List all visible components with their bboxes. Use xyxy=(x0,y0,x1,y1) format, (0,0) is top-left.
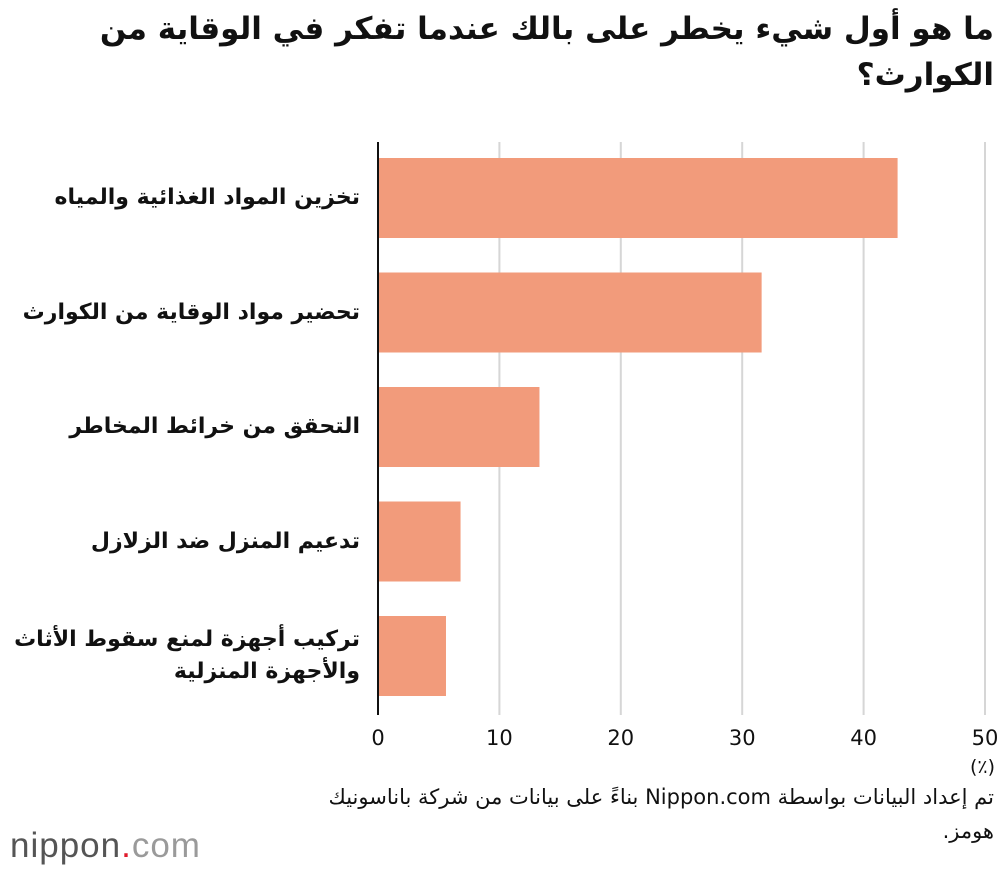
source-note: تم إعداد البيانات بواسطة Nippon.com بناء… xyxy=(328,785,995,843)
logo-name: nippon xyxy=(10,826,122,865)
x-axis-unit: (٪) xyxy=(970,756,996,778)
category-label: تركيب أجهزة لمنع سقوط الأثاث والأجهزة ال… xyxy=(14,627,360,684)
x-tick-label: 40 xyxy=(850,726,877,750)
x-tick-label: 50 xyxy=(972,726,999,750)
bar xyxy=(378,387,540,467)
bar xyxy=(378,272,762,353)
x-tick-label: 10 xyxy=(486,726,513,750)
logo-suffix: com xyxy=(131,826,201,865)
category-label: التحقق من خرائط المخاطر xyxy=(69,414,360,439)
x-tick-label: 20 xyxy=(607,726,634,750)
category-label: تحضير مواد الوقاية من الكوارث xyxy=(22,299,360,325)
bars xyxy=(378,158,898,696)
bar xyxy=(378,501,461,582)
bar xyxy=(378,616,446,696)
chart-title: ما هو أول شيء يخطر على بالك عندما تفكر ف… xyxy=(99,11,994,93)
x-tick-label: 0 xyxy=(371,726,384,750)
tick-labels: 0 10 20 30 40 50 xyxy=(371,726,998,750)
category-label: تخزين المواد الغذائية والمياه xyxy=(54,185,360,210)
x-tick-label: 30 xyxy=(729,726,756,750)
bar xyxy=(378,158,898,238)
category-label: تدعيم المنزل ضد الزلازل xyxy=(90,528,360,554)
logo-dot: . xyxy=(121,826,132,865)
nippon-logo: nippon.com xyxy=(10,826,201,866)
